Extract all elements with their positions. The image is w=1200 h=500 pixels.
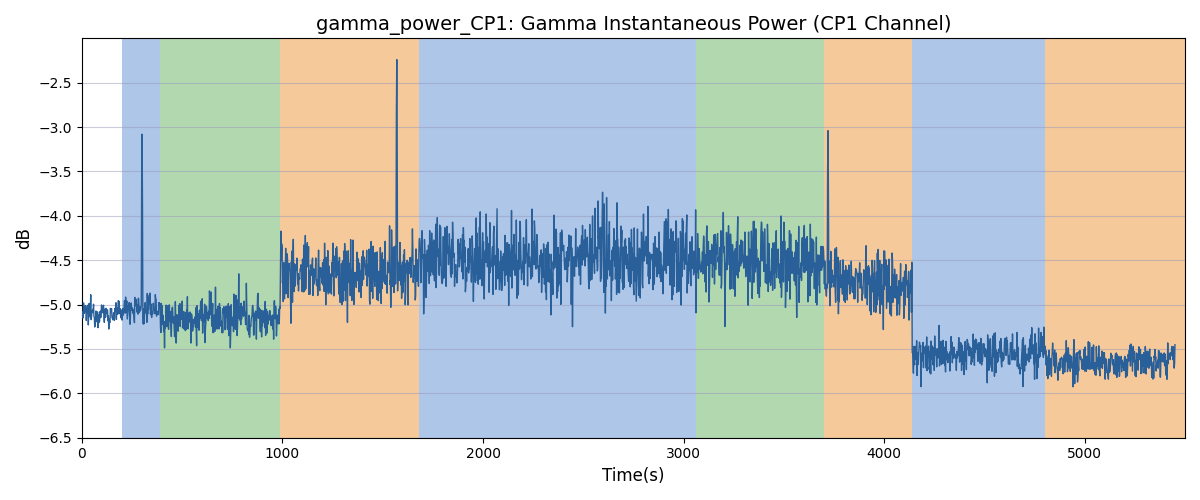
Title: gamma_power_CP1: Gamma Instantaneous Power (CP1 Channel): gamma_power_CP1: Gamma Instantaneous Pow… bbox=[316, 15, 952, 35]
Bar bbox=[160, 38, 281, 438]
Bar bbox=[122, 38, 160, 438]
Bar bbox=[696, 38, 824, 438]
Bar bbox=[281, 38, 419, 438]
Bar bbox=[912, 38, 1045, 438]
Y-axis label: dB: dB bbox=[14, 227, 32, 249]
Bar bbox=[419, 38, 696, 438]
Bar bbox=[824, 38, 912, 438]
X-axis label: Time(s): Time(s) bbox=[602, 467, 665, 485]
Bar bbox=[1045, 38, 1184, 438]
